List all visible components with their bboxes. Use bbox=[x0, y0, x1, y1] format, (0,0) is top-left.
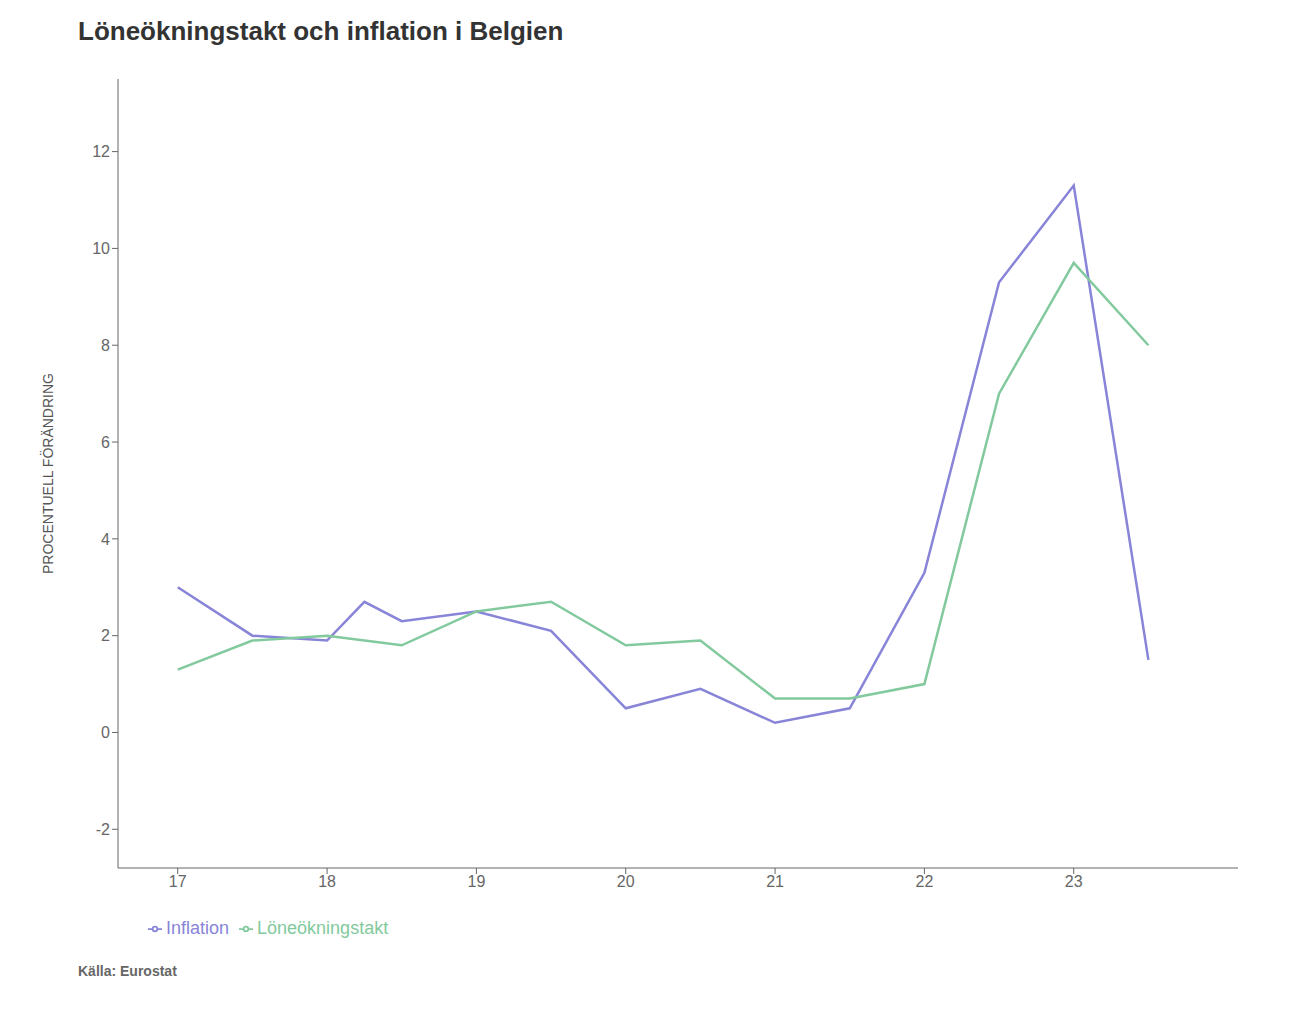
svg-text:0: 0 bbox=[101, 724, 110, 741]
svg-text:4: 4 bbox=[101, 531, 110, 548]
svg-text:22: 22 bbox=[916, 873, 934, 890]
svg-text:23: 23 bbox=[1065, 873, 1083, 890]
svg-text:-2: -2 bbox=[96, 821, 110, 838]
svg-text:18: 18 bbox=[318, 873, 336, 890]
svg-text:6: 6 bbox=[101, 434, 110, 451]
svg-text:17: 17 bbox=[169, 873, 187, 890]
svg-text:2: 2 bbox=[101, 627, 110, 644]
html-text:Inflation: Inflation bbox=[166, 918, 229, 938]
html-text:Löneökningstakt och inflation: Löneökningstakt och inflation i Belgien bbox=[78, 16, 564, 46]
html-text:Löneökningstakt: Löneökningstakt bbox=[257, 918, 389, 938]
html-text:Källa: Eurostat: Källa: Eurostat bbox=[78, 963, 177, 979]
svg-text:19: 19 bbox=[468, 873, 486, 890]
svg-text:10: 10 bbox=[92, 240, 110, 257]
svg-text:PROCENTUELL FÖRÄNDRING: PROCENTUELL FÖRÄNDRING bbox=[39, 373, 56, 574]
svg-text:20: 20 bbox=[617, 873, 635, 890]
svg-text:12: 12 bbox=[92, 143, 110, 160]
svg-text:8: 8 bbox=[101, 337, 110, 354]
svg-text:21: 21 bbox=[766, 873, 784, 890]
